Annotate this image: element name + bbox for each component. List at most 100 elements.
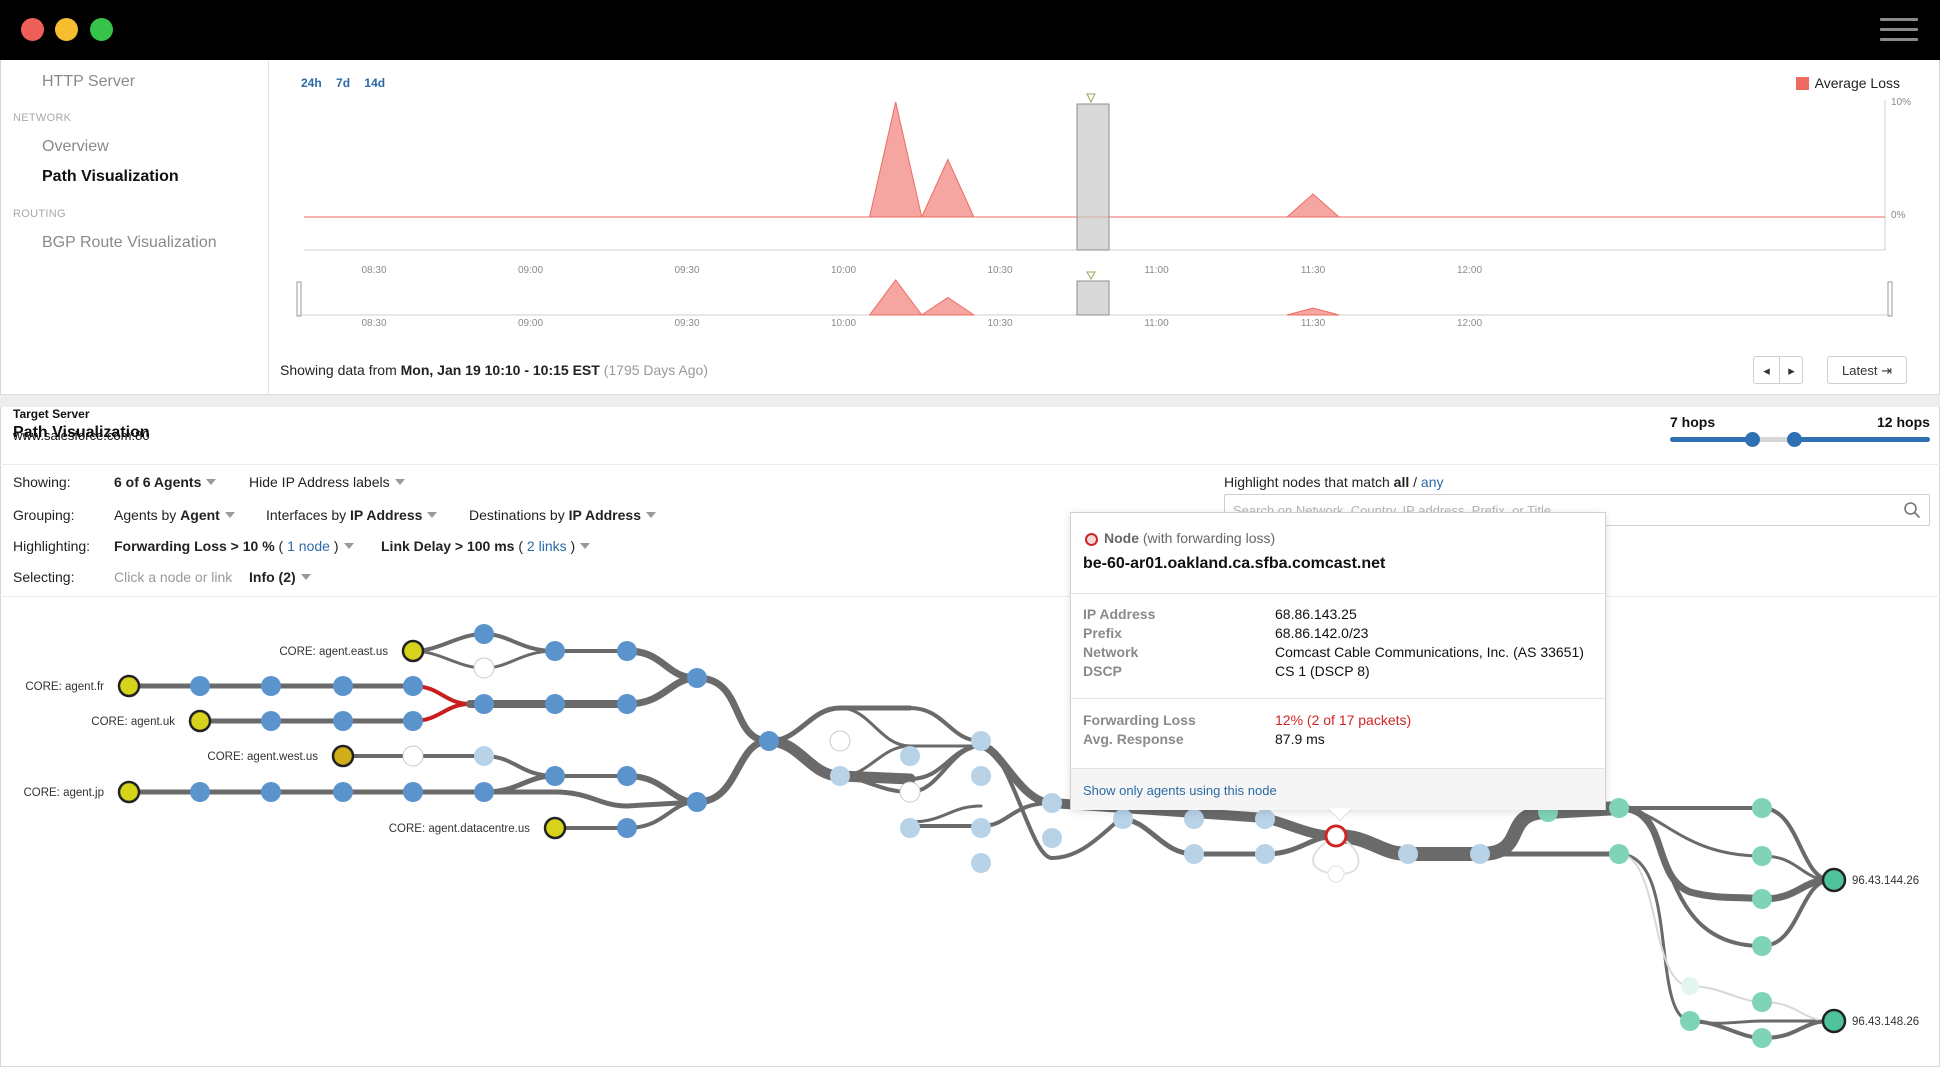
agent-node[interactable] <box>117 780 141 804</box>
link[interactable] <box>1617 806 1833 882</box>
interface-node[interactable] <box>1042 793 1062 813</box>
prev-interval-button[interactable]: ◂ <box>1754 357 1780 383</box>
sidebar-item-overview[interactable]: Overview <box>42 138 109 155</box>
ip-labels-dropdown[interactable]: Hide IP Address labels <box>249 474 405 490</box>
range-14d-link[interactable]: 14d <box>364 76 386 90</box>
link[interactable] <box>411 631 629 653</box>
range-24h-link[interactable]: 24h <box>301 76 322 90</box>
link[interactable] <box>624 773 700 805</box>
next-interval-button[interactable]: ▸ <box>1788 363 1795 378</box>
interface-node[interactable] <box>1680 1011 1700 1031</box>
interface-node[interactable] <box>403 676 423 696</box>
link[interactable] <box>623 674 701 708</box>
loss-chart[interactable]: 10% 0% 08:30 09:00 09:30 10:00 10:30 11:00 11:… <box>269 60 1940 340</box>
show-agents-using-node-link[interactable]: Show only agents using this node <box>1083 783 1277 798</box>
interface-node[interactable] <box>1609 798 1629 818</box>
interface-node[interactable] <box>1042 828 1062 848</box>
info-dropdown[interactable]: Info (2) <box>249 569 311 585</box>
group-destinations-dropdown[interactable]: Destinations by IP Address <box>469 507 656 523</box>
latest-button[interactable]: Latest ⇥ <box>1827 356 1907 384</box>
interface-node[interactable] <box>1255 809 1275 829</box>
range-7d-link[interactable]: 7d <box>336 76 351 90</box>
interface-node[interactable] <box>261 711 281 731</box>
link[interactable] <box>979 744 1054 860</box>
interface-node[interactable] <box>1752 889 1772 909</box>
interface-node[interactable] <box>474 746 494 766</box>
interface-node[interactable] <box>829 730 851 752</box>
brush-handle-left[interactable] <box>296 281 302 317</box>
sidebar-item-path-visualization[interactable]: Path Visualization <box>42 168 179 185</box>
agent-node[interactable] <box>401 639 425 663</box>
interface-node[interactable] <box>474 694 494 714</box>
agents-dropdown[interactable]: 6 of 6 Agents <box>114 474 217 490</box>
forwarding-loss-node[interactable] <box>1324 824 1348 848</box>
agent-node[interactable] <box>331 744 355 768</box>
interface-node[interactable] <box>1113 809 1133 829</box>
link[interactable] <box>908 804 983 824</box>
destination-node[interactable] <box>1821 867 1847 893</box>
agent-node[interactable] <box>188 709 212 733</box>
forwarding-loss-count-link[interactable]: 1 node <box>287 538 330 554</box>
mini-selected-interval[interactable] <box>1076 280 1110 316</box>
group-interfaces-dropdown[interactable]: Interfaces by IP Address <box>266 507 438 523</box>
path-graph[interactable]: CORE: agent.fr CORE: agent.uk CORE: agen… <box>0 596 1940 1066</box>
interface-node[interactable] <box>971 818 991 838</box>
interface-node[interactable] <box>1752 1028 1772 1048</box>
interface-node[interactable] <box>261 676 281 696</box>
interface-node[interactable] <box>1184 809 1204 829</box>
interface-node[interactable] <box>333 711 353 731</box>
link[interactable] <box>411 754 629 778</box>
link[interactable] <box>481 789 700 809</box>
interface-node[interactable] <box>617 766 637 786</box>
link[interactable] <box>693 737 773 806</box>
sidebar-item-http-server[interactable]: HTTP Server <box>42 73 136 90</box>
interface-node[interactable] <box>687 792 707 812</box>
search-icon[interactable] <box>1903 501 1921 519</box>
loss-peak[interactable] <box>1286 307 1340 316</box>
link[interactable] <box>908 744 983 781</box>
interface-node[interactable] <box>1255 844 1275 864</box>
interface-node[interactable] <box>545 766 565 786</box>
link-delay-dropdown[interactable]: Link Delay > 100 ms ( 2 links ) <box>381 538 591 554</box>
link[interactable] <box>838 706 912 748</box>
interface-node[interactable] <box>617 818 637 838</box>
link[interactable] <box>1117 816 1339 857</box>
interface-node[interactable] <box>971 853 991 873</box>
interface-node[interactable] <box>900 746 920 766</box>
brush-handle-right[interactable] <box>1887 281 1893 317</box>
minimize-window-button[interactable] <box>55 18 78 41</box>
forwarding-loss-dropdown[interactable]: Forwarding Loss > 10 % ( 1 node ) <box>114 538 354 554</box>
group-agents-dropdown[interactable]: Agents by Agent <box>114 507 235 523</box>
link[interactable] <box>908 706 983 743</box>
interface-node[interactable] <box>190 782 210 802</box>
interface-node[interactable] <box>474 782 494 802</box>
agent-node[interactable] <box>117 674 141 698</box>
link-delay-count-link[interactable]: 2 links <box>526 538 567 554</box>
interface-node[interactable] <box>545 694 565 714</box>
interface-node[interactable] <box>1752 936 1772 956</box>
interface-node[interactable] <box>971 766 991 786</box>
hops-slider-min-handle[interactable] <box>1745 432 1760 447</box>
interface-node[interactable] <box>1752 992 1772 1012</box>
sidebar-item-bgp-route-visualization[interactable]: BGP Route Visualization <box>42 234 217 251</box>
loss-peak[interactable] <box>868 279 923 316</box>
selected-interval[interactable] <box>1076 103 1110 251</box>
interface-node[interactable] <box>333 782 353 802</box>
interface-node[interactable] <box>190 676 210 696</box>
interface-node[interactable] <box>403 711 423 731</box>
interface-node[interactable] <box>402 745 424 767</box>
menu-icon[interactable] <box>1880 18 1918 42</box>
interface-node[interactable] <box>900 818 920 838</box>
loss-peak[interactable] <box>1285 193 1341 218</box>
destination-node[interactable] <box>1821 1008 1847 1034</box>
loss-peak[interactable] <box>920 296 976 316</box>
link[interactable] <box>1618 853 1832 1022</box>
interface-node[interactable] <box>1327 865 1345 883</box>
close-window-button[interactable] <box>21 18 44 41</box>
interface-node[interactable] <box>830 766 850 786</box>
maximize-window-button[interactable] <box>90 18 113 41</box>
link[interactable] <box>1050 817 1122 860</box>
interface-node[interactable] <box>687 668 707 688</box>
match-all-toggle[interactable]: all <box>1393 474 1410 490</box>
hops-slider-max-handle[interactable] <box>1787 432 1802 447</box>
